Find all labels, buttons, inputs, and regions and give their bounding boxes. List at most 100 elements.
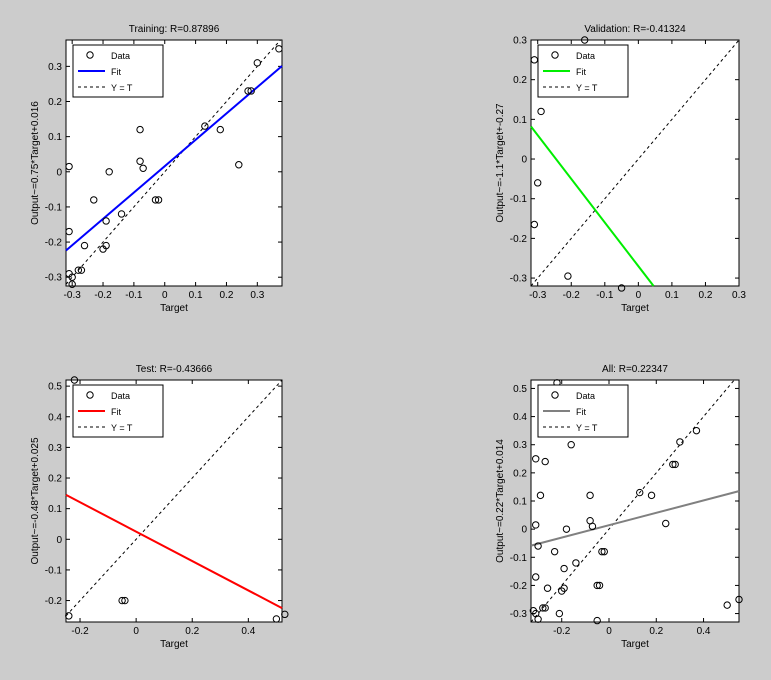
- x-tick-label: 0.2: [698, 290, 712, 301]
- y-tick-label: 0.1: [48, 504, 62, 515]
- data-point: [671, 460, 679, 469]
- x-tick-label: 0.3: [732, 290, 746, 301]
- fit-line: [530, 490, 740, 547]
- y-axis-label: Output~=-1.1*Target+-0.27: [495, 103, 506, 223]
- legend-label-fit: Fit: [576, 67, 586, 77]
- legend-marker-data: [551, 391, 559, 399]
- y-axis-label: Output~=-0.48*Target+0.025: [30, 437, 41, 564]
- data-point: [136, 157, 144, 165]
- data-point: [534, 615, 542, 623]
- x-tick-label: -0.2: [94, 290, 112, 301]
- data-point: [121, 596, 129, 605]
- data-point: [600, 547, 608, 556]
- y-tick-label: -0.3: [510, 609, 528, 620]
- x-tick-label: 0: [162, 290, 168, 301]
- data-point: [532, 573, 540, 581]
- data-point: [530, 220, 539, 229]
- data-point: [77, 266, 86, 274]
- legend-label-fit: Fit: [111, 67, 121, 77]
- fit-line: [530, 125, 655, 287]
- data-point: [572, 559, 580, 567]
- identity-line: [65, 39, 281, 285]
- data-point: [550, 547, 559, 556]
- data-point: [562, 525, 571, 533]
- data-point: [676, 438, 684, 446]
- y-tick-label: 0.3: [48, 443, 62, 454]
- legend-marker-data: [86, 51, 94, 59]
- regression-plot: Test: R=-0.43666 Target Output~=-0.48*Targ…: [30, 364, 289, 650]
- y-axis-label: Output~=0.75*Target+0.016: [30, 101, 41, 225]
- data-point: [536, 491, 545, 500]
- y-tick-label: 0.1: [48, 132, 62, 143]
- y-tick-label: 0.5: [48, 382, 62, 393]
- y-tick-label: 0.4: [48, 412, 62, 423]
- data-point: [272, 615, 281, 623]
- data-point: [216, 125, 224, 134]
- data-point: [65, 612, 73, 620]
- y-tick-label: 0: [56, 535, 62, 546]
- y-tick-label: 0.1: [513, 115, 527, 126]
- y-tick-label: 0.2: [48, 474, 62, 485]
- data-point: [723, 601, 731, 609]
- plot-title: Training: R=0.87896: [129, 24, 220, 35]
- y-tick-label: -0.2: [45, 238, 63, 249]
- regression-plot: Validation: R=-0.41324 Target Output~=-1.1…: [495, 24, 746, 314]
- y-tick-label: 0: [521, 525, 527, 536]
- data-point: [136, 125, 144, 134]
- fit-line: [65, 493, 283, 609]
- data-point: [65, 162, 73, 171]
- x-tick-label: 0.4: [241, 626, 255, 637]
- y-tick-label: -0.2: [45, 596, 63, 607]
- data-point: [595, 581, 604, 590]
- data-point: [541, 457, 549, 466]
- data-point: [65, 227, 73, 236]
- data-point: [541, 604, 549, 612]
- x-tick-label: -0.2: [553, 626, 571, 637]
- x-tick-label: 0: [636, 290, 642, 301]
- y-tick-label: 0.2: [513, 75, 527, 86]
- y-tick-label: 0.4: [513, 412, 527, 423]
- x-axis-label: Target: [621, 303, 649, 314]
- data-point: [598, 547, 606, 556]
- data-point: [564, 272, 572, 280]
- y-tick-label: -0.1: [45, 202, 63, 213]
- legend-label-identity: Y = T: [576, 83, 598, 93]
- plot-title: All: R=0.22347: [602, 364, 668, 375]
- data-point: [586, 491, 594, 500]
- data-point: [555, 609, 564, 618]
- data-point: [151, 196, 160, 204]
- data-point: [235, 161, 243, 169]
- legend: Data Fit Y = T: [537, 384, 629, 438]
- data-point: [593, 581, 601, 590]
- data-point: [662, 519, 670, 528]
- x-axis-label: Target: [160, 303, 188, 314]
- legend-label-data: Data: [111, 51, 130, 61]
- data-point: [70, 376, 79, 384]
- y-tick-label: 0.3: [513, 440, 527, 451]
- legend-label-data: Data: [111, 391, 130, 401]
- data-point: [543, 584, 552, 592]
- x-tick-label: -0.1: [125, 290, 143, 301]
- data-point: [247, 87, 255, 95]
- x-tick-label: 0.1: [189, 290, 203, 301]
- x-axis-label: Target: [160, 639, 188, 650]
- x-tick-label: -0.1: [596, 290, 614, 301]
- y-tick-label: 0: [56, 167, 62, 178]
- data-point: [154, 196, 163, 204]
- x-tick-label: 0.2: [649, 626, 663, 637]
- data-point: [118, 596, 126, 605]
- y-tick-label: 0.5: [513, 384, 527, 395]
- data-point: [105, 168, 113, 176]
- legend-label-identity: Y = T: [111, 423, 133, 433]
- legend-label-fit: Fit: [111, 407, 121, 417]
- data-point: [647, 491, 656, 500]
- x-axis-label: Target: [621, 639, 649, 650]
- x-tick-label: 0.2: [220, 290, 234, 301]
- data-point: [281, 610, 289, 619]
- x-tick-label: 0.1: [665, 290, 679, 301]
- identity-line: [65, 379, 283, 617]
- data-point: [735, 595, 743, 604]
- data-point: [139, 164, 147, 172]
- data-point: [68, 273, 76, 281]
